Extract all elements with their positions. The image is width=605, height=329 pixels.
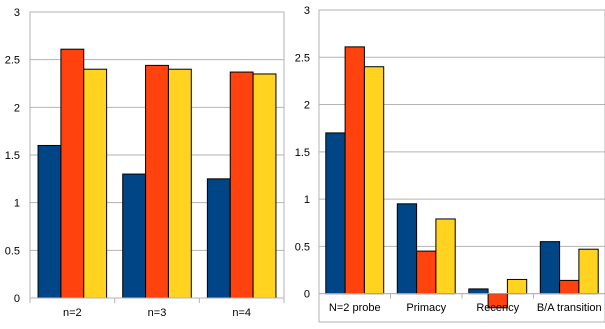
y-tick-label: 0.5 — [5, 245, 20, 257]
y-tick-label: 3 — [304, 5, 310, 17]
bar — [252, 73, 277, 299]
y-tick-label: 1 — [14, 198, 20, 210]
y-tick-label: 0.5 — [295, 241, 310, 253]
x-tick-label: Recency — [476, 302, 519, 314]
bar — [145, 64, 169, 299]
x-tick-label: Primacy — [406, 302, 446, 314]
bar — [167, 68, 192, 299]
plot-frame — [318, 9, 605, 323]
bar — [122, 173, 147, 299]
bar — [468, 288, 489, 295]
bar — [539, 241, 561, 295]
bar — [578, 248, 599, 295]
bar — [60, 48, 85, 299]
bar — [206, 178, 231, 299]
y-tick-label: 1.5 — [295, 147, 310, 159]
y-tick-label: 2 — [304, 100, 310, 112]
bar — [325, 132, 346, 295]
bar — [37, 144, 62, 299]
y-tick-label: 0 — [304, 289, 310, 301]
bar — [83, 68, 108, 299]
bar — [363, 66, 385, 295]
x-tick-label: N=2 probe — [329, 302, 381, 314]
bar — [559, 279, 580, 295]
y-tick-label: 0 — [14, 293, 20, 305]
x-tick-label: B/A transition — [537, 302, 602, 314]
y-tick-label: 1.5 — [5, 150, 20, 162]
bar — [229, 71, 254, 299]
bar — [396, 203, 418, 295]
y-tick-label: 2.5 — [295, 52, 310, 64]
x-tick-label: n=2 — [63, 307, 82, 319]
y-tick-label: 2.5 — [5, 55, 20, 67]
right-bar-chart: 0 0.5 1 1.5 2 2.5 3 N=2 probe Primacy Recency B/A … — [295, 5, 605, 323]
y-tick-label: 2 — [14, 102, 20, 114]
y-tick-label: 1 — [304, 194, 310, 206]
bar — [416, 250, 437, 295]
x-tick-label: n=4 — [232, 307, 251, 319]
x-tick-label: n=3 — [148, 307, 167, 319]
left-bar-chart: 0 0.5 1 1.5 2 2.5 3 n=2 n=3 n=4 — [5, 7, 285, 319]
y-tick-label: 3 — [14, 7, 20, 19]
bar — [506, 278, 528, 295]
bar — [344, 46, 365, 295]
bar — [435, 218, 456, 295]
